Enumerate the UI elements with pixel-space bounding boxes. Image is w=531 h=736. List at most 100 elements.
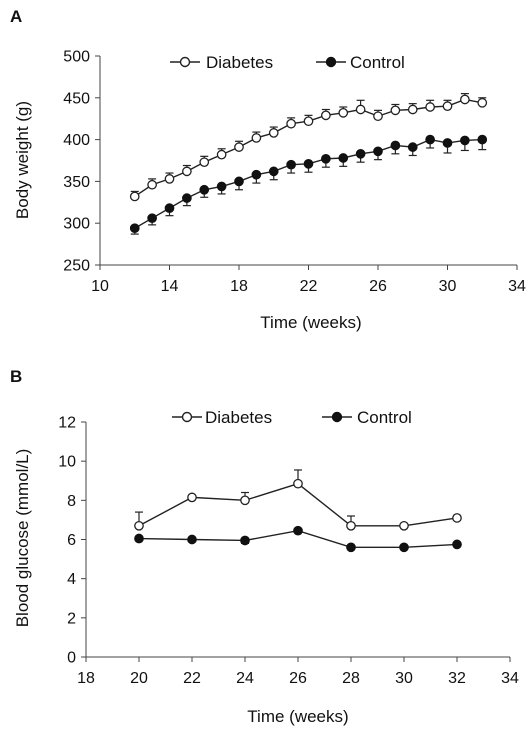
y-tick-label-b: 12 bbox=[58, 415, 76, 432]
legend-diabetes-marker-b bbox=[181, 411, 193, 423]
x-tick-label-b: 22 bbox=[183, 670, 201, 687]
panel-a-x-axis-title: Time (weeks) bbox=[260, 313, 361, 332]
data-point-control-a bbox=[199, 184, 210, 195]
data-point-control-a bbox=[129, 223, 140, 234]
y-tick-label-b: 8 bbox=[67, 493, 76, 510]
data-point-control-a bbox=[268, 166, 279, 177]
data-point-diabetes-a bbox=[199, 157, 210, 168]
legend-diabetes-label-b: Diabetes bbox=[205, 408, 272, 427]
data-point-diabetes-b bbox=[187, 492, 197, 503]
panel-a-body-weight-chart: A 250 300 350 400 450 500 10 14 18 22 26 30 34 Time … bbox=[10, 7, 526, 332]
panel-b-letter: B bbox=[10, 367, 22, 386]
series-line-control-a bbox=[134, 138, 483, 229]
data-point-diabetes-a bbox=[390, 105, 401, 116]
data-point-diabetes-a bbox=[303, 116, 314, 127]
data-point-diabetes-a bbox=[338, 107, 349, 118]
data-point-control-a bbox=[373, 146, 383, 157]
panel-a-legend: Diabetes Control bbox=[170, 53, 405, 72]
y-tick-label-b: 6 bbox=[67, 532, 76, 549]
x-tick-label-a: 26 bbox=[369, 278, 387, 295]
data-point-control-a bbox=[477, 134, 488, 145]
legend-diabetes-marker-a bbox=[179, 56, 191, 68]
data-point-control-a bbox=[338, 153, 349, 163]
x-tick-label-b: 24 bbox=[236, 670, 254, 687]
legend-diabetes-label-a: Diabetes bbox=[206, 53, 273, 72]
data-point-diabetes-b bbox=[399, 520, 409, 531]
x-tick-label-b: 34 bbox=[501, 670, 519, 687]
data-point-control-a bbox=[303, 158, 314, 169]
data-point-control-a bbox=[442, 138, 453, 148]
data-point-diabetes-b bbox=[240, 495, 250, 506]
data-point-control-a bbox=[390, 140, 401, 151]
x-tick-label-a: 18 bbox=[230, 278, 248, 295]
panel-b-legend: Diabetes Control bbox=[172, 408, 412, 427]
x-tick-label-b: 20 bbox=[130, 670, 148, 687]
data-point-control-b bbox=[187, 534, 197, 545]
x-tick-label-b: 28 bbox=[342, 670, 360, 687]
series-line-diabetes-b bbox=[138, 482, 458, 527]
y-tick-label-b: 0 bbox=[67, 650, 76, 667]
panel-a-axes: 250 300 350 400 450 500 10 14 18 22 26 30 34 bbox=[63, 49, 526, 296]
x-tick-label-b: 26 bbox=[289, 670, 307, 687]
data-point-control-a bbox=[251, 169, 262, 180]
data-point-diabetes-a bbox=[147, 179, 157, 190]
data-point-control-a bbox=[147, 213, 157, 224]
x-tick-label-a: 22 bbox=[300, 278, 318, 295]
data-point-diabetes-a bbox=[373, 111, 383, 122]
data-point-diabetes-a bbox=[286, 118, 296, 129]
y-tick-label-a: 400 bbox=[63, 132, 90, 149]
data-point-diabetes-a bbox=[355, 104, 366, 115]
panel-b-x-axis-title: Time (weeks) bbox=[247, 707, 348, 726]
data-point-diabetes-b bbox=[346, 520, 356, 531]
y-tick-label-a: 250 bbox=[63, 258, 90, 275]
data-point-diabetes-a bbox=[164, 174, 175, 184]
x-tick-label-b: 32 bbox=[448, 670, 466, 687]
data-point-control-a bbox=[355, 148, 366, 159]
data-point-diabetes-a bbox=[268, 128, 279, 138]
panel-a-letter: A bbox=[10, 7, 22, 26]
x-tick-label-b: 18 bbox=[77, 670, 95, 687]
data-point-control-a bbox=[164, 203, 175, 214]
x-tick-label-a: 10 bbox=[91, 278, 109, 295]
panel-a-series-layer bbox=[129, 93, 488, 235]
data-point-control-a bbox=[182, 193, 192, 203]
data-point-diabetes-a bbox=[251, 133, 262, 143]
x-tick-label-b: 30 bbox=[395, 670, 413, 687]
y-tick-label-b: 2 bbox=[67, 610, 76, 627]
legend-control-label-a: Control bbox=[350, 53, 405, 72]
data-point-control-a bbox=[286, 159, 296, 170]
x-tick-label-a: 30 bbox=[439, 278, 457, 295]
data-point-diabetes-b bbox=[293, 478, 303, 489]
data-point-diabetes-a bbox=[460, 94, 470, 105]
data-point-diabetes-a bbox=[407, 104, 418, 115]
y-tick-label-b: 10 bbox=[58, 454, 76, 471]
y-tick-label-a: 500 bbox=[63, 49, 90, 66]
legend-control-marker-a bbox=[325, 56, 337, 68]
data-point-control-b bbox=[134, 533, 144, 544]
data-point-control-a bbox=[425, 134, 435, 145]
data-point-control-a bbox=[216, 181, 227, 192]
data-point-diabetes-a bbox=[182, 166, 192, 177]
y-tick-label-a: 350 bbox=[63, 174, 90, 191]
x-tick-label-a: 14 bbox=[161, 278, 179, 295]
data-point-control-a bbox=[407, 142, 418, 152]
data-point-diabetes-b bbox=[452, 513, 462, 523]
y-tick-label-b: 4 bbox=[67, 571, 76, 588]
data-point-control-b bbox=[452, 539, 462, 550]
y-tick-label-a: 450 bbox=[63, 90, 90, 107]
data-point-diabetes-a bbox=[321, 110, 331, 121]
data-point-diabetes-a bbox=[425, 102, 435, 112]
y-tick-label-a: 300 bbox=[63, 216, 90, 233]
data-point-diabetes-a bbox=[129, 191, 140, 202]
panel-a-y-axis-title: Body weight (g) bbox=[13, 101, 32, 219]
data-point-diabetes-a bbox=[442, 101, 453, 112]
data-point-control-a bbox=[234, 176, 244, 187]
data-point-control-b bbox=[240, 535, 250, 546]
data-point-diabetes-a bbox=[234, 142, 244, 152]
data-point-diabetes-b bbox=[134, 520, 144, 531]
panel-b-series-layer bbox=[134, 469, 462, 553]
legend-control-label-b: Control bbox=[357, 408, 412, 427]
data-point-control-b bbox=[346, 542, 356, 553]
data-point-diabetes-a bbox=[477, 97, 488, 108]
